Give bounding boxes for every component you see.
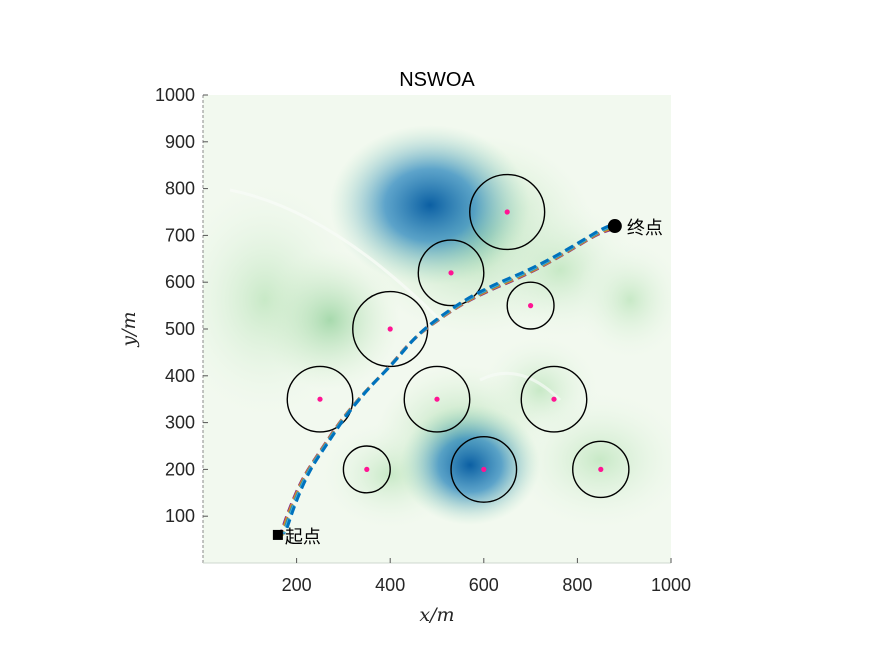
chart-title: NSWOA (399, 69, 475, 91)
obstacle-center (448, 270, 454, 276)
start-marker (272, 529, 283, 540)
x-tick-labels: 200 400 600 800 1000 (282, 558, 691, 595)
y-axis-label: y/m (118, 311, 140, 347)
obstacle-circle (520, 365, 588, 433)
x-axis-label: x/m (419, 604, 454, 626)
start-label: 起点 (285, 527, 321, 548)
obstacle-center (504, 209, 510, 215)
obstacle-circle (417, 239, 485, 307)
obstacle-center (387, 326, 393, 332)
obstacle-circle (506, 281, 555, 330)
y-tick-label: 100 (165, 506, 195, 526)
goal-marker (607, 219, 622, 234)
obstacle-circle (286, 365, 354, 433)
obstacle-center (528, 303, 534, 309)
obstacle-center (481, 466, 487, 472)
start-goal-markers: 起点 终点 (272, 218, 663, 548)
y-tick-label: 300 (165, 413, 195, 433)
y-tick-label: 500 (165, 319, 195, 339)
y-tick-label: 900 (165, 132, 195, 152)
x-tick-label: 1000 (651, 575, 691, 595)
x-tick-label: 800 (562, 575, 592, 595)
obstacle-circle (469, 173, 546, 251)
obstacle-circle (403, 365, 471, 433)
path-series-line (284, 221, 619, 533)
y-tick-label: 800 (165, 179, 195, 199)
obstacle-circle (572, 440, 630, 499)
obstacle-center (598, 466, 604, 472)
obstacle-circles (286, 173, 630, 503)
terrain-heatmap (203, 95, 671, 563)
obstacle-center (364, 466, 370, 472)
x-tick-label: 200 (282, 575, 312, 595)
x-tick-label: 400 (375, 575, 405, 595)
obstacle-circle (450, 435, 518, 503)
goal-label: 终点 (627, 218, 663, 239)
y-tick-label: 700 (165, 225, 195, 245)
x-tick-label: 600 (469, 575, 499, 595)
y-tick-label: 1000 (155, 85, 195, 105)
planned-paths (277, 221, 619, 539)
y-tick-labels: 100 200 300 400 500 600 700 800 900 1000 (155, 85, 208, 526)
obstacle-center (434, 396, 440, 402)
obstacle-center (317, 396, 323, 402)
obstacle-center (551, 396, 557, 402)
y-tick-label: 600 (165, 272, 195, 292)
y-tick-label: 200 (165, 459, 195, 479)
obstacle-circle (342, 445, 391, 494)
y-tick-label: 400 (165, 366, 195, 386)
